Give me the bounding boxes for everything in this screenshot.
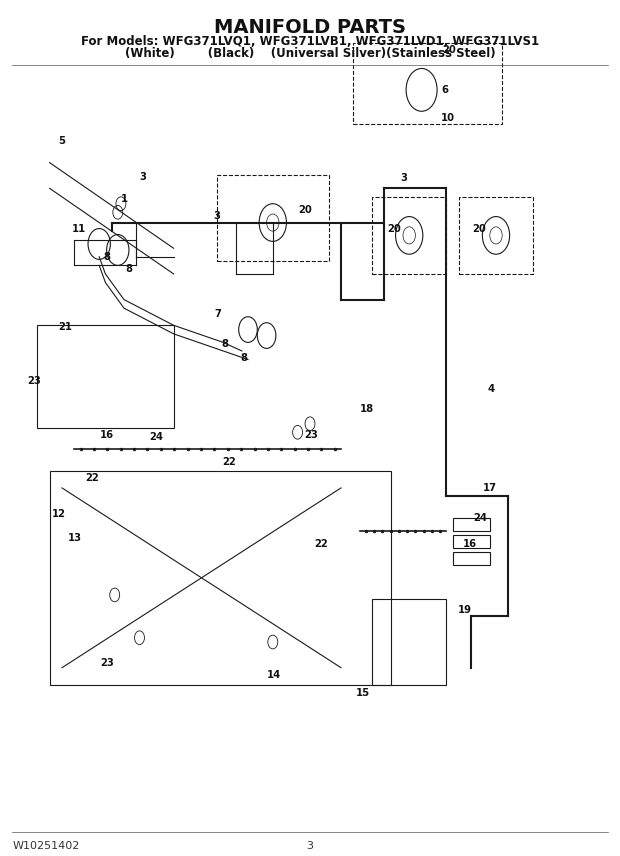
Text: 4: 4 bbox=[487, 384, 495, 395]
Text: 8: 8 bbox=[125, 264, 133, 274]
Text: 22: 22 bbox=[85, 473, 99, 483]
Bar bbox=[453, 518, 490, 531]
Text: 20: 20 bbox=[387, 224, 401, 235]
Text: (White)        (Black)    (Universal Silver)(Stainless Steel): (White) (Black) (Universal Silver)(Stain… bbox=[125, 46, 495, 60]
Text: 15: 15 bbox=[356, 688, 370, 698]
Text: 20: 20 bbox=[298, 205, 312, 215]
Text: 24: 24 bbox=[149, 431, 163, 442]
Text: 17: 17 bbox=[483, 483, 497, 493]
Text: 19: 19 bbox=[458, 605, 472, 615]
Text: 24: 24 bbox=[474, 513, 487, 523]
Bar bbox=[453, 535, 490, 548]
Text: W10251402: W10251402 bbox=[12, 841, 80, 851]
Text: 1: 1 bbox=[120, 193, 128, 204]
Bar bbox=[372, 197, 446, 274]
Bar bbox=[353, 43, 502, 124]
Bar bbox=[217, 175, 329, 261]
Text: 23: 23 bbox=[27, 376, 41, 386]
Text: 12: 12 bbox=[52, 508, 66, 519]
Text: 16: 16 bbox=[100, 430, 113, 440]
Text: MANIFOLD PARTS: MANIFOLD PARTS bbox=[214, 18, 406, 37]
Text: 20: 20 bbox=[472, 224, 485, 235]
Text: 11: 11 bbox=[72, 223, 86, 234]
Text: 3: 3 bbox=[213, 211, 221, 221]
Bar bbox=[37, 325, 174, 428]
Bar bbox=[453, 552, 490, 565]
Text: 14: 14 bbox=[267, 669, 281, 680]
Bar bbox=[50, 471, 391, 685]
Text: 3: 3 bbox=[306, 841, 314, 851]
Text: 8: 8 bbox=[240, 353, 247, 363]
Text: 13: 13 bbox=[68, 532, 81, 543]
Text: 8: 8 bbox=[221, 339, 228, 349]
Text: 20: 20 bbox=[443, 45, 456, 55]
Text: For Models: WFG371LVQ1, WFG371LVB1, WFG371LVD1, WFG371LVS1: For Models: WFG371LVQ1, WFG371LVB1, WFG3… bbox=[81, 34, 539, 48]
Text: 7: 7 bbox=[215, 309, 222, 319]
Text: 23: 23 bbox=[304, 430, 318, 440]
Text: 5: 5 bbox=[58, 136, 66, 146]
Text: 3: 3 bbox=[401, 173, 408, 183]
Bar bbox=[372, 599, 446, 685]
Bar bbox=[459, 197, 533, 274]
Text: 10: 10 bbox=[441, 113, 454, 123]
Text: 8: 8 bbox=[103, 252, 110, 262]
Text: 21: 21 bbox=[59, 322, 73, 332]
Text: 3: 3 bbox=[139, 172, 146, 182]
Text: 23: 23 bbox=[100, 658, 113, 669]
Text: 22: 22 bbox=[314, 538, 328, 549]
Text: 22: 22 bbox=[223, 457, 236, 467]
Text: 18: 18 bbox=[360, 404, 374, 414]
Text: 16: 16 bbox=[463, 538, 477, 549]
Text: 6: 6 bbox=[441, 85, 449, 95]
